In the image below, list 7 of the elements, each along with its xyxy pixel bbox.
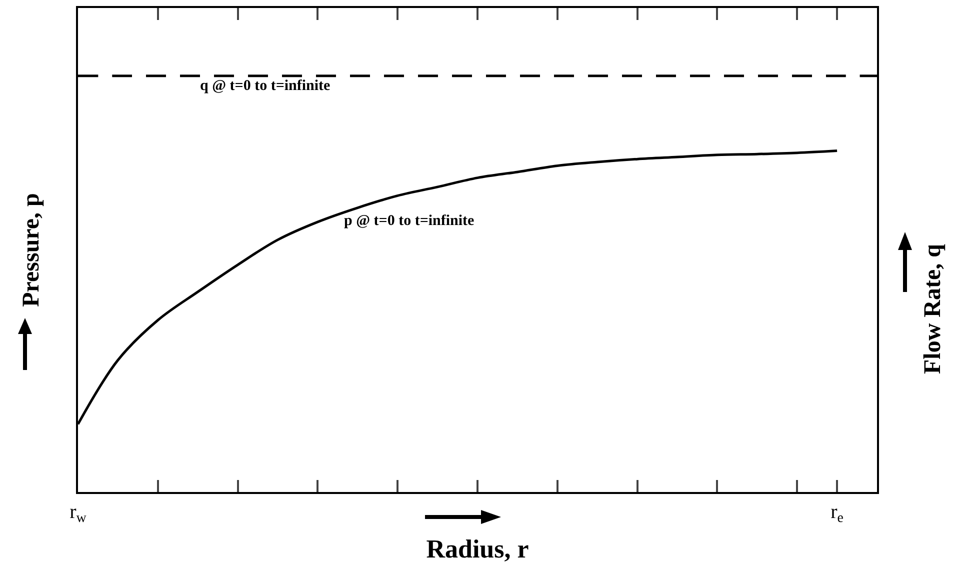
annotation: p @ t=0 to t=infinite bbox=[344, 213, 475, 229]
x-tick-label: r$_{e}$ bbox=[830, 501, 844, 526]
y2-axis-title: Flow Rate, q bbox=[920, 243, 946, 374]
annotation: q @ t=0 to t=infinite bbox=[200, 78, 331, 94]
x-tick-label: r$_{w}$ bbox=[70, 501, 88, 526]
x-axis-title: Radius, r bbox=[426, 534, 529, 564]
y-axis-title: Pressure, p bbox=[18, 193, 45, 307]
